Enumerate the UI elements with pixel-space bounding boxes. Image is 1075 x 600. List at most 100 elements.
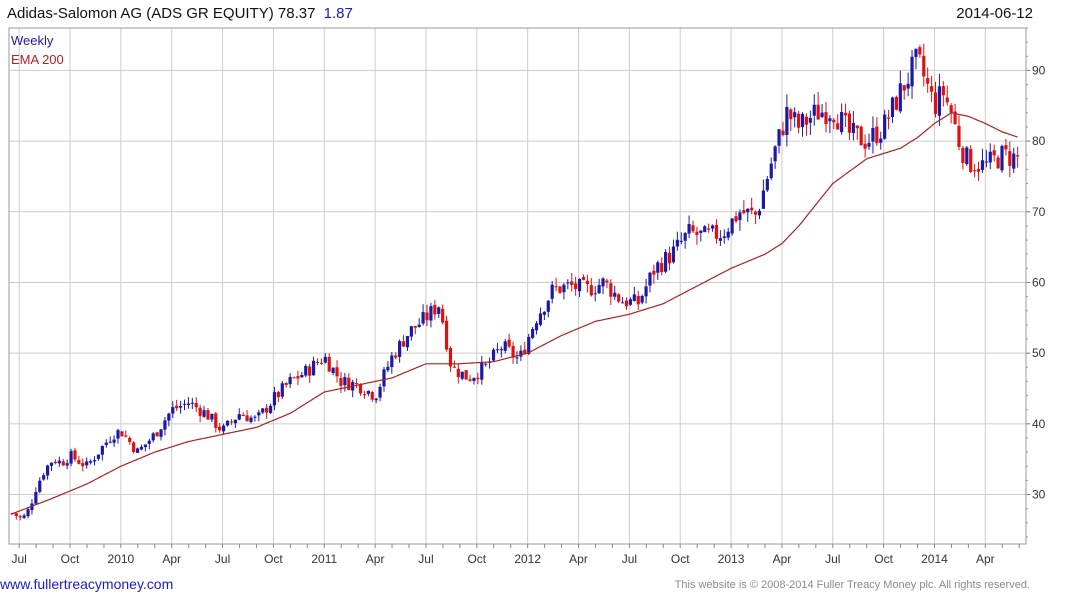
weekly-bar (202, 405, 206, 418)
x-tick-label: Oct (264, 552, 283, 566)
weekly-bar (327, 353, 331, 372)
weekly-bar (292, 376, 296, 379)
weekly-bar (542, 311, 546, 321)
x-tick-label: Jul (418, 552, 433, 566)
weekly-bar (793, 107, 797, 128)
weekly-bar (347, 373, 351, 391)
weekly-bar (284, 382, 288, 388)
weekly-bar (429, 302, 433, 328)
weekly-bar (585, 274, 589, 293)
weekly-bar (45, 464, 50, 480)
weekly-bar (237, 408, 241, 421)
weekly-bar (413, 325, 417, 335)
weekly-bar (308, 363, 312, 383)
weekly-bar (879, 131, 883, 150)
weekly-bar (562, 282, 566, 300)
weekly-bar (679, 232, 683, 245)
candlestick-series (10, 43, 1020, 521)
x-tick-label: Apr (569, 552, 588, 566)
weekly-bar (311, 356, 316, 376)
x-tick-label: 2012 (514, 552, 541, 566)
weekly-bar (495, 343, 500, 354)
weekly-bar (222, 423, 226, 434)
weekly-bar (554, 277, 558, 292)
weekly-bar (855, 125, 859, 140)
weekly-bar (871, 116, 875, 154)
weekly-bar (89, 459, 93, 465)
weekly-bar (487, 357, 492, 369)
weekly-bar (358, 383, 363, 396)
y-tick-label: 50 (1032, 346, 1046, 360)
weekly-bar (785, 94, 789, 147)
weekly-bar (930, 75, 934, 103)
weekly-bar (820, 103, 824, 118)
website-link[interactable]: www.fullertreacymoney.com (0, 576, 174, 592)
y-tick-label: 30 (1032, 488, 1046, 502)
weekly-bar (206, 408, 210, 420)
weekly-bar (265, 403, 269, 419)
weekly-bar (695, 226, 699, 245)
weekly-bar (789, 108, 793, 132)
weekly-bar (726, 227, 730, 241)
weekly-bar (620, 297, 625, 304)
weekly-bar (85, 457, 89, 469)
weekly-bar (417, 318, 421, 328)
weekly-bar (425, 304, 429, 327)
weekly-bar (296, 370, 300, 386)
weekly-bar (624, 297, 629, 310)
weekly-bar (953, 103, 957, 125)
weekly-bar (781, 121, 785, 137)
weekly-bar (38, 477, 42, 494)
weekly-bar (883, 109, 887, 140)
weekly-bar (1000, 144, 1004, 173)
weekly-bar (22, 513, 26, 519)
weekly-bar (460, 371, 464, 381)
weekly-bar (108, 436, 112, 444)
grid-lines (9, 28, 1026, 544)
weekly-bar (753, 210, 758, 225)
weekly-bar (65, 459, 69, 470)
weekly-bar (351, 379, 355, 398)
weekly-bar (777, 128, 781, 154)
weekly-bar (194, 397, 198, 413)
weekly-bar (992, 144, 996, 162)
weekly-bar (343, 373, 347, 392)
weekly-bar (976, 161, 981, 181)
weekly-bar (965, 146, 969, 166)
weekly-bar (249, 415, 253, 424)
weekly-bar (574, 276, 578, 296)
last-price: 78.37 (277, 5, 316, 22)
weekly-bar (448, 346, 453, 372)
weekly-bar (683, 232, 687, 249)
weekly-bar (980, 148, 985, 173)
weekly-bar (167, 412, 171, 427)
weekly-bar (601, 277, 605, 295)
weekly-bar (124, 430, 128, 438)
weekly-bar (374, 397, 378, 404)
weekly-bar (969, 145, 973, 173)
weekly-bar (519, 345, 523, 362)
weekly-bar (933, 81, 938, 118)
weekly-bar (241, 412, 245, 417)
weekly-bar (441, 304, 445, 325)
weekly-bar (538, 307, 543, 327)
weekly-bar (366, 390, 370, 397)
weekly-bar (644, 278, 648, 304)
weekly-bar (973, 163, 977, 178)
weekly-bar (656, 260, 660, 281)
weekly-bar (636, 290, 640, 311)
weekly-bar (808, 110, 812, 135)
weekly-bar (437, 306, 441, 318)
y-tick-label: 70 (1032, 205, 1046, 219)
weekly-bar (570, 272, 574, 292)
y-axis: 30 40 50 60 70 80 90 (1026, 27, 1046, 538)
weekly-bar (581, 274, 586, 281)
weekly-bar (546, 300, 550, 318)
weekly-bar (362, 390, 367, 399)
weekly-bar (531, 326, 535, 340)
weekly-bar (589, 277, 593, 297)
weekly-bar (1012, 147, 1016, 174)
weekly-bar (147, 438, 151, 450)
weekly-bar (370, 391, 374, 402)
weekly-bar (100, 445, 104, 461)
